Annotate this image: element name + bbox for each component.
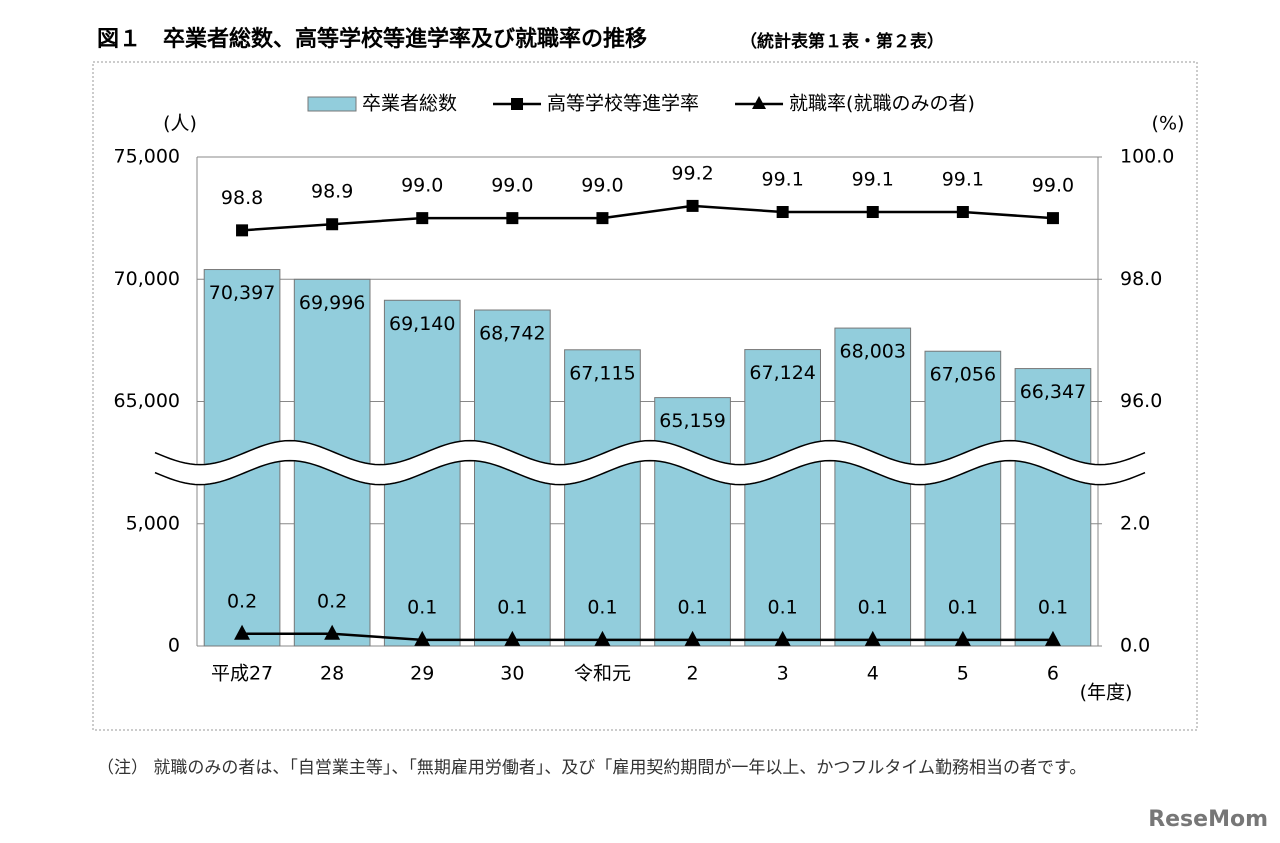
data-label: 99.1 xyxy=(852,169,894,191)
data-label: 69,140 xyxy=(389,313,455,335)
bar xyxy=(654,397,731,647)
note: （注） 就職のみの者は、「自営業主等」、「無期雇用労働者」、及び「雇用契約期間が… xyxy=(97,758,1086,778)
data-label: 99.1 xyxy=(942,169,984,191)
data-label: 99.0 xyxy=(401,175,443,197)
marker xyxy=(864,630,881,646)
marker xyxy=(416,212,429,225)
chart-frame xyxy=(92,61,1198,731)
marker xyxy=(866,206,879,219)
data-label: 98.9 xyxy=(311,181,353,203)
y-tick-label: 70,000 xyxy=(114,268,180,290)
x-tick-label: 30 xyxy=(500,663,524,685)
axis-break-line xyxy=(154,439,1146,466)
x-axis-label: (年度) xyxy=(1080,682,1133,704)
data-label: 68,003 xyxy=(840,341,906,363)
marker xyxy=(956,206,969,219)
marker xyxy=(506,212,519,225)
data-label: 66,347 xyxy=(1020,381,1086,403)
x-tick-label: 5 xyxy=(957,663,969,685)
marker xyxy=(774,630,791,646)
y-tick-label: 5,000 xyxy=(126,512,180,534)
bar xyxy=(834,327,912,647)
chart-title: 図１ 卒業者総数、高等学校等進学率及び就職率の推移 xyxy=(97,26,647,52)
y2-axis-label: (%) xyxy=(1152,113,1185,135)
x-tick-label: 29 xyxy=(410,663,434,685)
data-label: 0.1 xyxy=(407,596,437,618)
axis-break-line xyxy=(154,459,1146,486)
legend-label: 卒業者総数 xyxy=(362,93,457,115)
data-label: 99.0 xyxy=(1032,175,1074,197)
legend-marker xyxy=(752,96,767,109)
data-label: 99.0 xyxy=(491,175,533,197)
data-label: 0.1 xyxy=(497,596,527,618)
data-label: 70,397 xyxy=(209,282,275,304)
y-tick-label: 75,000 xyxy=(114,146,180,168)
x-tick-label: 6 xyxy=(1047,663,1059,685)
marker xyxy=(234,624,251,640)
y-tick-label: 0 xyxy=(168,635,180,657)
legend-label: 就職率(就職のみの者) xyxy=(789,93,975,115)
marker xyxy=(954,630,971,646)
line xyxy=(241,204,1054,232)
bar xyxy=(1014,368,1092,647)
y2-tick-label: 0.0 xyxy=(1120,635,1150,657)
y-tick-label: 65,000 xyxy=(114,390,180,412)
data-label: 0.2 xyxy=(317,590,347,612)
data-label: 99.2 xyxy=(671,162,713,184)
line xyxy=(242,632,1053,642)
marker xyxy=(326,218,339,231)
x-tick-label: 令和元 xyxy=(574,663,631,685)
bar xyxy=(744,349,821,647)
x-tick-label: 3 xyxy=(777,663,789,685)
data-label: 69,996 xyxy=(299,292,365,314)
marker xyxy=(1044,630,1061,646)
legend-label: 高等学校等進学率 xyxy=(547,93,699,115)
chart-subtitle: （統計表第１表・第２表） xyxy=(740,31,944,52)
bar xyxy=(924,350,1002,647)
x-tick-label: 4 xyxy=(867,663,879,685)
data-label: 0.1 xyxy=(1038,596,1068,618)
data-label: 0.1 xyxy=(587,596,617,618)
x-tick-label: 28 xyxy=(320,663,344,685)
x-tick-label: 2 xyxy=(687,663,699,685)
data-label: 0.1 xyxy=(948,596,978,618)
bar xyxy=(564,349,641,647)
axis-break-fill xyxy=(155,440,1145,485)
data-label: 0.1 xyxy=(768,596,798,618)
y2-tick-label: 2.0 xyxy=(1120,512,1150,534)
legend-marker xyxy=(511,98,524,110)
marker xyxy=(594,630,611,646)
data-label: 99.1 xyxy=(761,169,803,191)
data-label: 65,159 xyxy=(659,410,725,432)
data-label: 68,742 xyxy=(479,323,545,345)
watermark: ReseMom xyxy=(1148,807,1268,832)
marker xyxy=(236,224,249,237)
marker xyxy=(684,630,701,646)
marker xyxy=(504,630,521,646)
marker xyxy=(776,206,789,219)
data-label: 0.1 xyxy=(677,596,707,618)
data-label: 0.1 xyxy=(858,596,888,618)
data-label: 98.8 xyxy=(221,187,263,209)
x-tick-label: 平成27 xyxy=(211,663,273,685)
marker xyxy=(1046,212,1059,225)
y-axis-label: (人) xyxy=(163,113,197,135)
data-label: 99.0 xyxy=(581,175,623,197)
data-label: 67,056 xyxy=(930,364,996,386)
marker xyxy=(414,630,431,646)
marker xyxy=(686,199,699,212)
marker xyxy=(596,212,609,225)
data-label: 67,115 xyxy=(569,362,635,384)
y2-tick-label: 100.0 xyxy=(1120,146,1174,168)
data-label: 67,124 xyxy=(749,362,815,384)
y2-tick-label: 96.0 xyxy=(1120,390,1162,412)
data-label: 0.2 xyxy=(227,590,257,612)
legend-swatch xyxy=(307,96,357,112)
marker xyxy=(324,624,341,640)
y2-tick-label: 98.0 xyxy=(1120,268,1162,290)
